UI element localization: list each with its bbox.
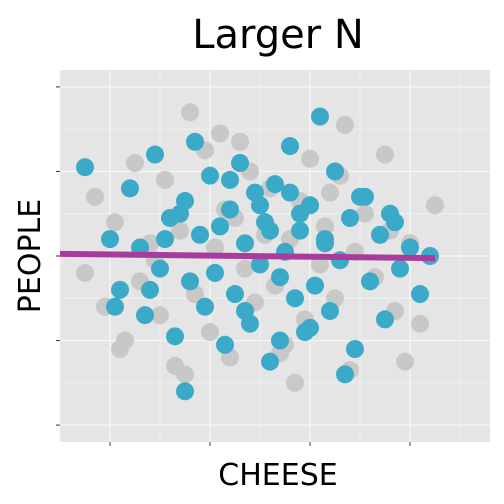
data-point: [376, 310, 394, 329]
background-point: [301, 149, 319, 168]
data-point: [401, 238, 419, 257]
data-point: [336, 365, 354, 384]
data-point: [226, 285, 244, 304]
data-point: [221, 200, 239, 219]
data-point: [391, 259, 409, 278]
background-point: [426, 196, 444, 215]
background-point: [151, 306, 169, 325]
data-point: [236, 234, 254, 253]
background-point: [316, 217, 334, 236]
background-point: [111, 340, 129, 358]
data-point: [311, 107, 329, 126]
data-point: [371, 225, 389, 244]
background-point: [321, 183, 339, 202]
data-point: [321, 301, 339, 320]
data-point: [261, 221, 279, 240]
data-point: [171, 204, 189, 223]
background-point: [356, 204, 374, 223]
data-point: [186, 132, 204, 151]
data-point: [236, 301, 254, 320]
background-point: [311, 255, 329, 274]
data-point: [176, 382, 194, 401]
data-point: [286, 289, 304, 308]
background-point: [231, 132, 249, 151]
data-point: [411, 285, 429, 304]
data-point: [166, 327, 184, 346]
data-point: [281, 183, 299, 202]
background-point: [236, 259, 254, 278]
data-point: [341, 208, 359, 227]
foreground-points: [76, 107, 439, 401]
data-point: [271, 268, 289, 287]
background-point: [171, 221, 189, 240]
data-point: [141, 280, 159, 299]
data-point: [266, 175, 284, 194]
data-point: [326, 162, 344, 181]
chart-title: Larger N: [192, 12, 364, 58]
data-point: [271, 331, 289, 350]
axis-ticks: [56, 86, 411, 446]
data-point: [76, 158, 94, 177]
data-point: [346, 340, 364, 358]
data-point: [386, 213, 404, 232]
data-point: [191, 225, 209, 244]
background-point: [336, 115, 354, 134]
data-point: [111, 280, 129, 299]
data-point: [136, 306, 154, 325]
data-point: [211, 217, 229, 236]
background-point: [411, 314, 429, 333]
data-point: [291, 221, 309, 240]
trend-line: [59, 250, 436, 262]
x-axis-label: CHEESE: [218, 458, 337, 493]
background-point: [376, 145, 394, 164]
background-point: [286, 373, 304, 392]
background-point: [211, 124, 229, 143]
background-point: [396, 352, 414, 371]
background-point: [181, 103, 199, 122]
data-point: [231, 154, 249, 172]
data-point: [301, 318, 319, 337]
data-point: [121, 179, 139, 198]
background-point: [76, 263, 94, 282]
background-point: [206, 238, 224, 257]
data-point: [181, 272, 199, 291]
data-point: [206, 263, 224, 282]
data-point: [251, 196, 269, 215]
data-point: [156, 230, 174, 249]
data-point: [361, 272, 379, 291]
background-point: [176, 365, 194, 384]
data-point: [201, 166, 219, 185]
data-point: [281, 137, 299, 156]
data-point: [151, 259, 169, 278]
background-point: [106, 213, 124, 232]
background-point: [86, 187, 104, 206]
data-point: [196, 297, 214, 316]
data-point: [331, 251, 349, 270]
data-point: [216, 335, 234, 354]
y-axis-label: PEOPLE: [13, 199, 48, 313]
data-point: [221, 170, 239, 189]
data-point: [106, 297, 124, 316]
data-point: [316, 234, 334, 253]
data-point: [146, 145, 164, 164]
data-point: [251, 255, 269, 274]
data-point: [101, 230, 119, 249]
data-point: [291, 204, 309, 223]
background-point: [156, 170, 174, 189]
background-point: [201, 323, 219, 342]
background-point: [126, 154, 144, 172]
data-point: [356, 187, 374, 206]
data-point: [306, 276, 324, 295]
data-point: [261, 352, 279, 371]
